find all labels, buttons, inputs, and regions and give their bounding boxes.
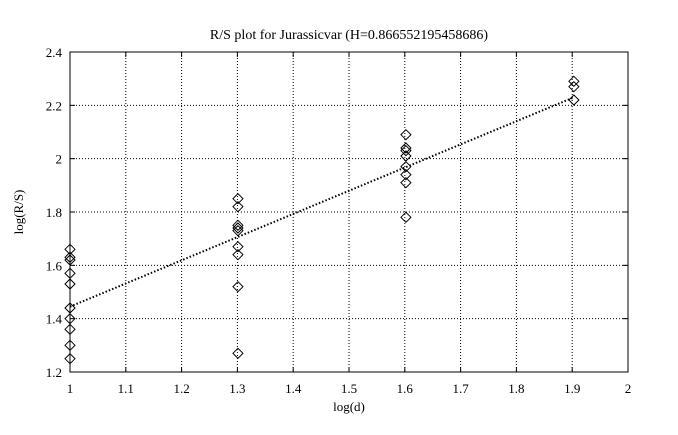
data-point-diamond xyxy=(232,222,244,234)
x-tick-label: 1.2 xyxy=(173,381,189,396)
data-point-diamond xyxy=(232,240,244,253)
data-point-diamond xyxy=(232,280,244,293)
y-tick-label: 1.6 xyxy=(46,258,63,273)
data-point-diamond xyxy=(568,94,580,106)
x-tick-label: 1.1 xyxy=(118,381,134,396)
x-axis-label: log(d) xyxy=(333,399,365,414)
data-point-diamond xyxy=(232,224,244,237)
data-point-diamond xyxy=(400,144,412,157)
x-tick-label: 1.3 xyxy=(229,381,245,396)
y-tick-label: 1.4 xyxy=(46,312,63,327)
y-tick-label: 2.2 xyxy=(46,98,62,113)
y-tick-label: 1.2 xyxy=(46,365,62,380)
y-tick-label: 2.4 xyxy=(46,45,63,60)
data-point-diamond xyxy=(232,219,244,232)
fit-line xyxy=(69,96,575,308)
chart-title: R/S plot for Jurassicvar (H=0.8665521954… xyxy=(210,28,488,43)
data-point-diamond xyxy=(232,192,244,205)
data-point-diamond xyxy=(400,168,412,181)
x-tick-label: 1.6 xyxy=(397,381,414,396)
data-point-diamond xyxy=(400,176,412,189)
data-point-diamond xyxy=(232,347,244,360)
data-point-diamond xyxy=(64,352,76,365)
x-tick-label: 1.5 xyxy=(341,381,357,396)
x-tick-label: 2 xyxy=(625,381,632,396)
y-tick-label: 1.8 xyxy=(46,205,62,220)
data-point-diamond xyxy=(400,142,412,154)
scatter-points-layer xyxy=(64,75,580,365)
data-point-diamond xyxy=(64,251,76,264)
y-tick-label: 2 xyxy=(56,152,63,167)
x-tick-label: 1.4 xyxy=(285,381,302,396)
data-point-diamond xyxy=(64,323,76,336)
data-point-diamond xyxy=(64,254,76,266)
fit-line-layer xyxy=(69,96,575,308)
data-point-diamond xyxy=(400,128,412,141)
x-tick-label: 1 xyxy=(67,381,74,396)
x-tick-label: 1.7 xyxy=(452,381,469,396)
data-point-diamond xyxy=(400,211,412,224)
data-point-diamond xyxy=(400,160,412,173)
data-point-diamond xyxy=(232,200,244,213)
x-tick-label: 1.9 xyxy=(564,381,580,396)
data-point-diamond xyxy=(568,80,580,93)
x-tick-label: 1.8 xyxy=(508,381,524,396)
grid-layer xyxy=(70,52,628,372)
data-point-diamond xyxy=(568,75,580,88)
data-point-diamond xyxy=(232,248,244,261)
data-point-diamond xyxy=(64,278,76,290)
y-axis-label: log(R/S) xyxy=(11,190,26,235)
tick-layer: 1 1.1 1.2 1.3 1.4 1.5 1.6 1.7 1.8 1.9 2 1.2 1.4 1.6 1.… xyxy=(46,45,632,396)
data-point-diamond xyxy=(64,339,76,352)
